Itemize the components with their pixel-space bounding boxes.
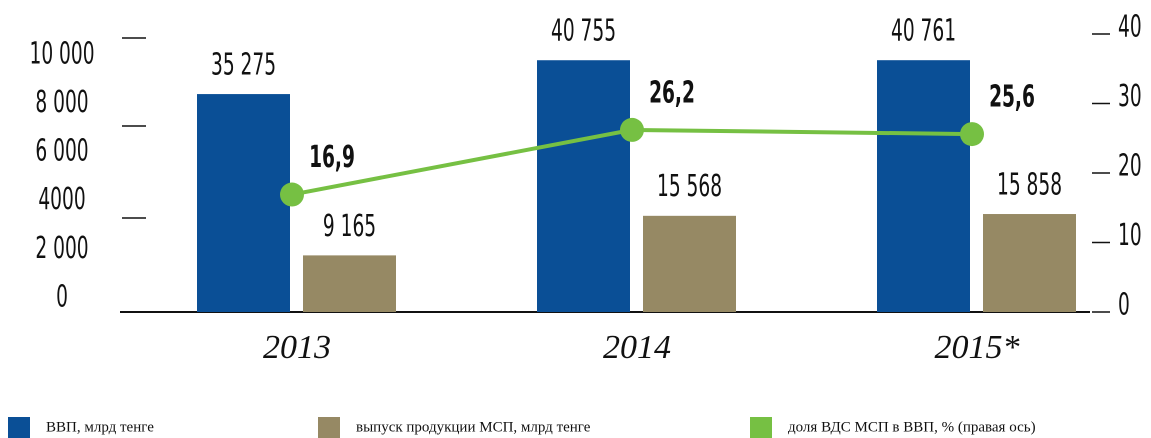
bar-value-label: 35 275 [211, 47, 276, 82]
line-value-label: 26,2 [649, 75, 695, 110]
y-axis-label: 10 000 [29, 36, 94, 71]
legend-label: ВВП, млрд тенге [46, 419, 154, 435]
bar-value-label: 9 165 [323, 208, 376, 243]
bar [197, 94, 290, 312]
line-point [620, 117, 644, 142]
y2-tick-label: 30 [1118, 78, 1142, 113]
y2-tick-label: 20 [1118, 148, 1142, 183]
line-point [280, 182, 304, 207]
line-point [960, 122, 984, 147]
bar-value-label: 15 568 [657, 169, 722, 204]
y2-tick-label: 40 [1118, 9, 1142, 44]
y-axis-label: 0 [56, 279, 68, 314]
line-value-label: 25,6 [989, 79, 1035, 114]
bar [303, 255, 396, 312]
bar-value-label: 40 755 [551, 13, 616, 48]
bar-value-label: 40 761 [891, 13, 956, 48]
legend-swatch [750, 417, 772, 438]
y-axis-label: 2 000 [35, 230, 88, 265]
x-tick-label: 2013 [263, 329, 331, 366]
y-axis-label: 8 000 [35, 84, 88, 119]
y2-tick-label: 10 [1118, 217, 1142, 252]
bar [643, 215, 736, 312]
bar [537, 60, 630, 312]
x-tick-label: 2014 [603, 329, 671, 366]
legend-swatch [318, 417, 340, 438]
line-value-label: 16,9 [309, 139, 355, 174]
bar [877, 60, 970, 313]
legend-swatch [8, 417, 30, 438]
legend-label: выпуск продукции МСП, млрд тенге [356, 419, 591, 435]
x-tick-label: 2015* [935, 329, 1020, 366]
y-axis-label: 4000 [38, 182, 85, 217]
y2-tick-label: 0 [1118, 287, 1130, 322]
bar [983, 214, 1076, 312]
bar-value-label: 15 858 [997, 167, 1062, 202]
y-axis-label: 6 000 [35, 133, 88, 168]
legend-label: доля ВДС МСП в ВВП, % (правая ось) [788, 419, 1036, 435]
